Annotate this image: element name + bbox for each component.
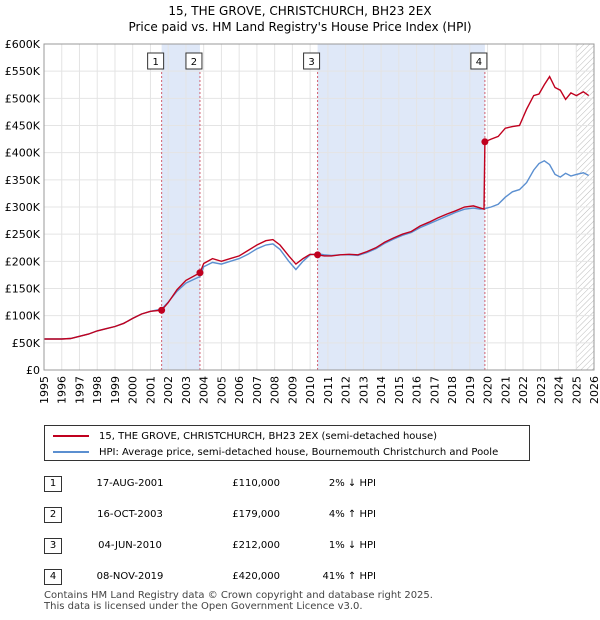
chart-subtitle: Price paid vs. HM Land Registry's House … [128, 20, 472, 34]
sale-number: 3 [44, 538, 62, 554]
y-tick-label: £0 [26, 364, 40, 377]
sale-hpi-diff: 1% ↓ HPI [328, 540, 376, 551]
x-tick-label: 2009 [286, 376, 299, 404]
sale-date: 08-NOV-2019 [96, 571, 164, 582]
x-tick-label: 2020 [482, 376, 495, 404]
sale-price: £110,000 [232, 478, 280, 489]
sale-hpi-diff: 41% ↑ HPI [322, 571, 376, 582]
x-tick-label: 2007 [251, 376, 264, 404]
sale-row: 4 08-NOV-2019 £420,000 41% ↑ HPI [0, 569, 600, 587]
x-tick-label: 2023 [535, 376, 548, 404]
x-tick-label: 1999 [109, 376, 122, 404]
legend-price-label: 15, THE GROVE, CHRISTCHURCH, BH23 2EX (s… [99, 430, 438, 442]
y-tick-label: £200K [5, 255, 41, 268]
y-tick-label: £600K [5, 38, 41, 51]
sale-marker-label: 4 [476, 57, 482, 68]
hpi-line [44, 159, 590, 340]
x-tick-label: 2011 [322, 376, 335, 404]
footer-copyright: Contains HM Land Registry data © Crown c… [44, 590, 433, 601]
x-tick-label: 2026 [588, 376, 600, 404]
legend-hpi-label: HPI: Average price, semi-detached house,… [99, 446, 499, 458]
x-tick-label: 2002 [162, 376, 175, 404]
sale-price: £212,000 [232, 540, 280, 551]
sale-price: £179,000 [232, 509, 280, 520]
x-tick-label: 2005 [215, 376, 228, 404]
sale-hpi-diff: 4% ↑ HPI [328, 509, 376, 520]
x-tick-label: 2025 [570, 376, 583, 404]
sale-row: 1 17-AUG-2001 £110,000 2% ↓ HPI [0, 476, 600, 494]
y-tick-label: £100K [5, 310, 41, 323]
x-tick-label: 2012 [340, 376, 353, 404]
y-tick-label: £500K [5, 92, 41, 105]
x-tick-label: 1997 [73, 376, 86, 404]
price-line [44, 75, 590, 340]
sale-marker-box [147, 52, 165, 70]
x-tick-label: 1996 [56, 376, 69, 404]
sale-number: 2 [44, 507, 62, 523]
footer-licence: This data is licensed under the Open Gov… [44, 601, 363, 612]
sale-date: 16-OCT-2003 [97, 509, 163, 520]
sale-marker-label: 1 [152, 57, 158, 68]
x-tick-label: 2014 [375, 376, 388, 404]
y-tick-label: £400K [5, 147, 41, 160]
sale-marker-box [470, 52, 488, 70]
sale-point [158, 306, 166, 314]
sale-hpi-diff: 2% ↓ HPI [328, 478, 376, 489]
x-tick-label: 2021 [499, 376, 512, 404]
y-tick-label: £150K [5, 283, 41, 296]
legend-price-swatch [53, 435, 89, 437]
x-tick-label: 1995 [38, 376, 51, 404]
x-tick-label: 2019 [464, 376, 477, 404]
legend: 15, THE GROVE, CHRISTCHURCH, BH23 2EX (s… [44, 425, 530, 461]
x-tick-label: 2006 [233, 376, 246, 404]
plot-frame [43, 43, 595, 371]
y-tick-label: £300K [5, 201, 41, 214]
sale-number: 4 [44, 569, 62, 585]
sale-point [196, 269, 204, 277]
x-tick-label: 1998 [91, 376, 104, 404]
x-tick-label: 2004 [198, 376, 211, 404]
x-tick-label: 2010 [304, 376, 317, 404]
x-tick-label: 2016 [411, 376, 424, 404]
price-chart: 1 2 3 4 £0 £50K £100K £150K £200K £250K £300K £350… [5, 38, 600, 404]
sale-number: 1 [44, 476, 62, 492]
x-tick-label: 2003 [180, 376, 193, 404]
sale-row: 3 04-JUN-2010 £212,000 1% ↓ HPI [0, 538, 600, 556]
x-tick-label: 2013 [357, 376, 370, 404]
sale-date: 04-JUN-2010 [98, 540, 162, 551]
legend-item-price: 15, THE GROVE, CHRISTCHURCH, BH23 2EX (s… [53, 429, 437, 443]
sale-marker-box [185, 52, 203, 70]
legend-item-hpi: HPI: Average price, semi-detached house,… [53, 445, 498, 459]
sale-point [481, 138, 489, 146]
x-tick-label: 2000 [127, 376, 140, 404]
sale-marker-box [303, 52, 321, 70]
y-tick-label: £350K [5, 174, 41, 187]
chart-title: 15, THE GROVE, CHRISTCHURCH, BH23 2EX [168, 4, 432, 18]
x-tick-label: 2017 [428, 376, 441, 404]
y-tick-label: £250K [5, 228, 41, 241]
x-tick-label: 2018 [446, 376, 459, 404]
x-tick-label: 2024 [553, 376, 566, 404]
sale-date: 17-AUG-2001 [96, 478, 164, 489]
x-tick-label: 2008 [269, 376, 282, 404]
sale-marker-label: 2 [191, 57, 197, 68]
sale-row: 2 16-OCT-2003 £179,000 4% ↑ HPI [0, 507, 600, 525]
x-tick-label: 2001 [144, 376, 157, 404]
y-tick-label: £50K [12, 337, 41, 350]
y-tick-label: £450K [5, 120, 41, 133]
sale-marker-label: 3 [308, 57, 314, 68]
sale-price: £420,000 [232, 571, 280, 582]
y-tick-label: £550K [5, 65, 41, 78]
sale-point [314, 251, 322, 259]
x-tick-label: 2015 [393, 376, 406, 404]
x-tick-label: 2022 [517, 376, 530, 404]
legend-hpi-swatch [53, 451, 89, 453]
